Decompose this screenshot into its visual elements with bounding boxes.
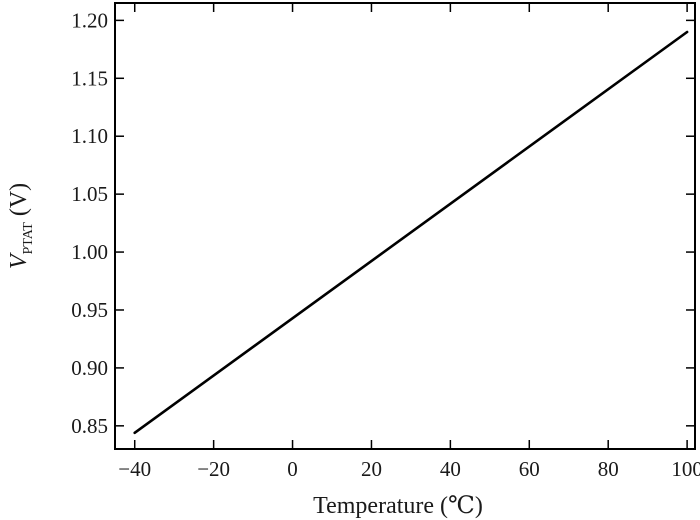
y-tick-label: 1.15 [71,66,108,90]
x-tick-label: −40 [118,457,151,481]
x-axis-ticks: −40 −20 0 20 40 60 80 100 [118,3,700,481]
x-tick-label: 40 [440,457,461,481]
x-tick-label: 60 [519,457,540,481]
y-axis-label: VPTAT (V) [6,183,36,269]
y-axis-label-main: V [6,252,32,269]
y-axis-label-unit: (V) [6,183,32,216]
x-tick-label: −20 [197,457,230,481]
x-axis-label: Temperature (℃) [313,493,483,519]
series-line [133,30,689,435]
y-tick-label: 0.85 [71,414,108,438]
plot-area-frame [114,2,696,450]
y-tick-label: 1.05 [71,182,108,206]
x-tick-label: 80 [598,457,619,481]
y-tick-label: 0.90 [71,356,108,380]
series-layer [133,30,689,435]
y-tick-label: 1.20 [71,8,108,32]
y-tick-label: 1.00 [71,240,108,264]
y-tick-label: 0.95 [71,298,108,322]
x-tick-label: 100 [671,457,700,481]
x-tick-label: 20 [361,457,382,481]
y-axis-ticks: 0.85 0.90 0.95 1.00 1.05 1.10 1.15 1.20 [71,8,695,438]
y-axis-label-subscript: PTAT [21,222,36,255]
x-tick-label: 0 [287,457,298,481]
y-tick-label: 1.10 [71,124,108,148]
